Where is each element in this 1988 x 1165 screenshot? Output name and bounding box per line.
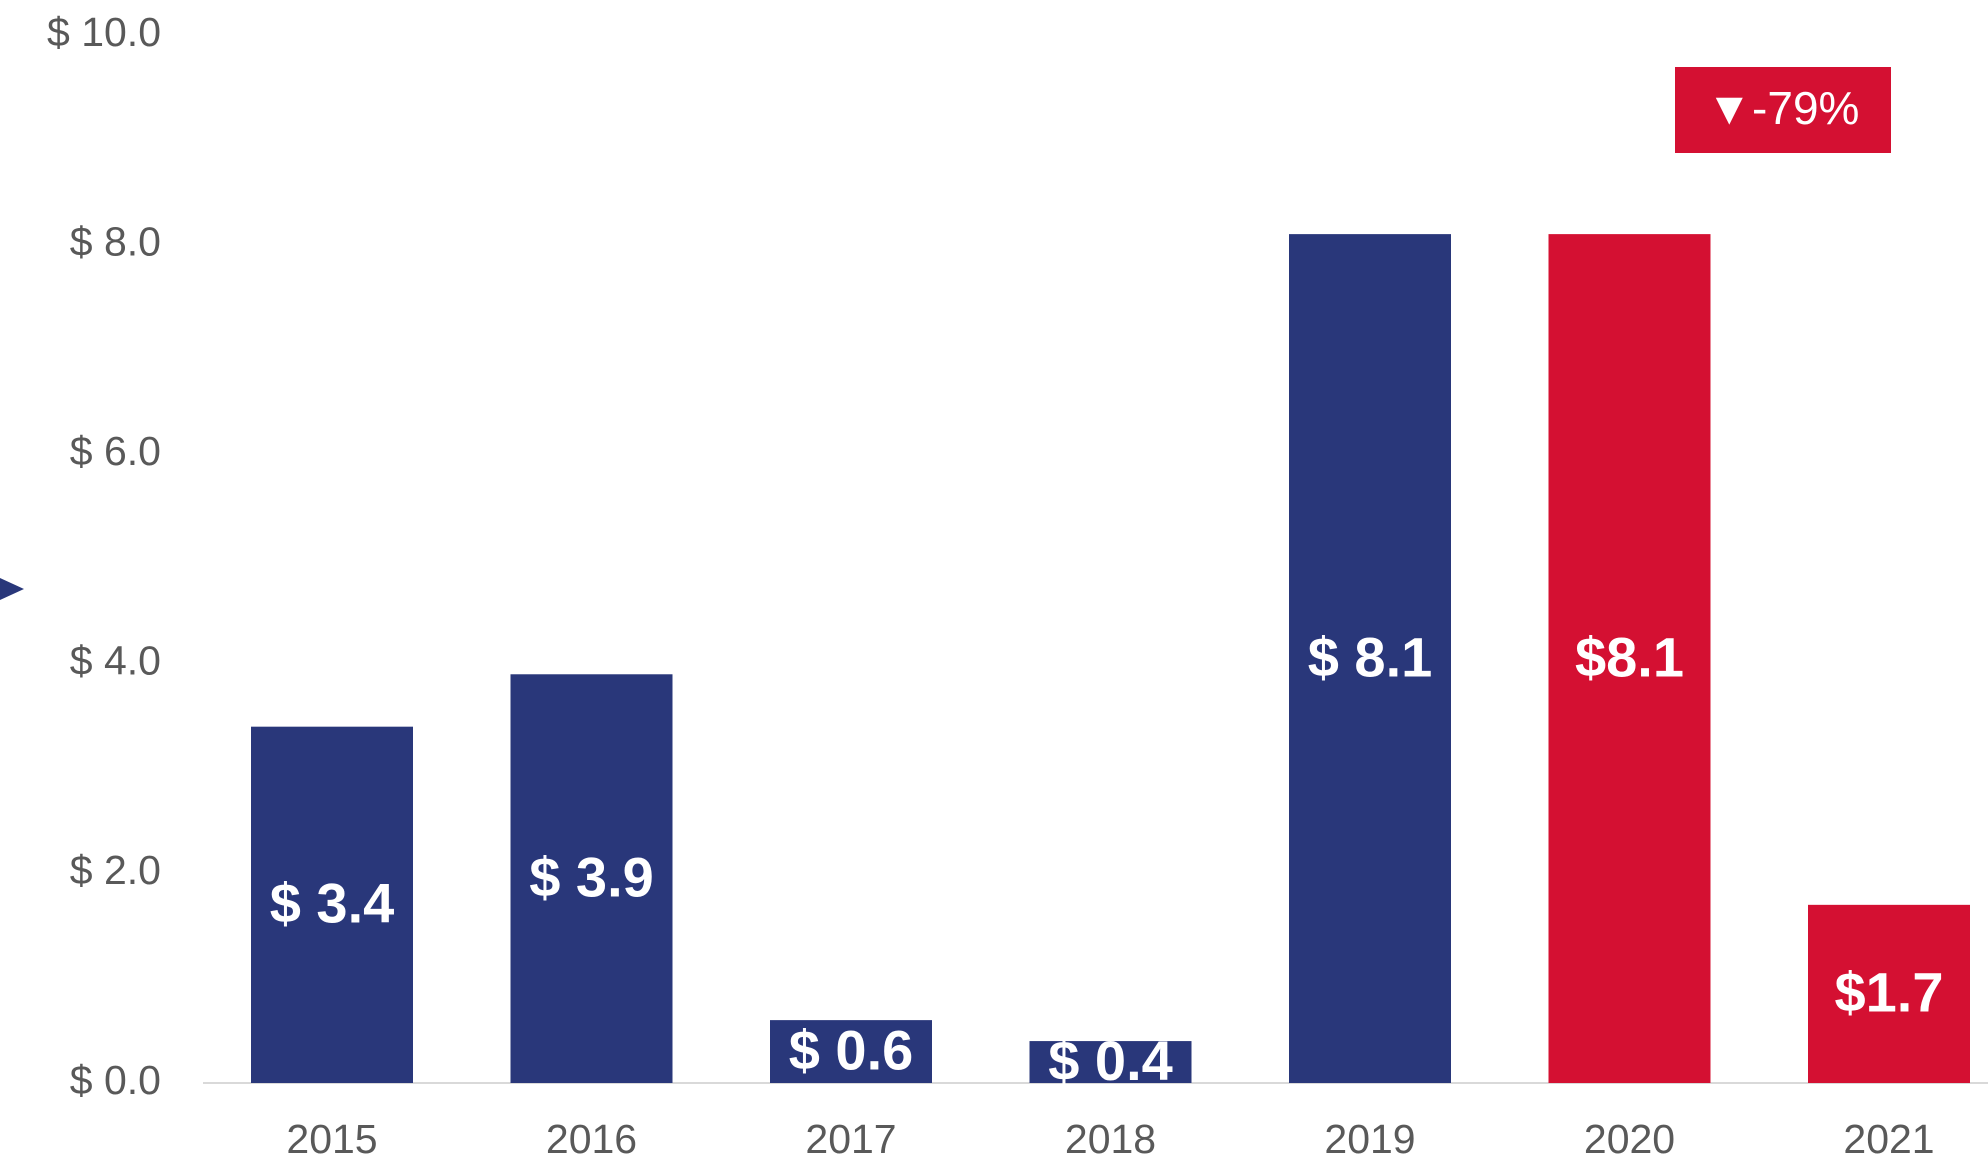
bar <box>1029 1041 1192 1083</box>
value-label: $ 8.1 <box>1308 625 1433 688</box>
y-tick-label: $ 0.0 <box>70 1057 161 1103</box>
bar <box>1548 234 1711 1083</box>
annotation-box <box>1675 67 1891 153</box>
value-label: $8.1 <box>1575 625 1684 688</box>
x-tick-label: 2019 <box>1324 1116 1415 1162</box>
bar <box>510 674 673 1083</box>
y-tick-label: $ 6.0 <box>70 428 161 474</box>
x-tick-label: 2021 <box>1843 1116 1934 1162</box>
x-tick-label: 2018 <box>1065 1116 1156 1162</box>
y-tick-label: $ 4.0 <box>70 638 161 684</box>
x-tick-label: 2020 <box>1584 1116 1675 1162</box>
x-tick-label: 2016 <box>546 1116 637 1162</box>
bar <box>1808 904 1970 1083</box>
x-tick-label: 2015 <box>286 1116 377 1162</box>
bar <box>251 726 413 1083</box>
bar <box>1289 234 1451 1083</box>
value-label: $ 3.9 <box>529 845 654 908</box>
value-label: $1.7 <box>1835 961 1944 1024</box>
value-label: $ 0.6 <box>789 1018 914 1081</box>
bar <box>770 1020 932 1083</box>
y-tick-label: $ 10.0 <box>47 9 161 55</box>
value-label: $ 0.4 <box>1048 1029 1173 1092</box>
marker-arrow <box>0 578 24 600</box>
value-label: $ 3.4 <box>270 872 395 935</box>
y-tick-label: $ 2.0 <box>70 847 161 893</box>
annotation: ▼-79% <box>1707 82 1860 134</box>
x-tick-label: 2017 <box>805 1116 896 1162</box>
y-tick-label: $ 8.0 <box>70 218 161 264</box>
